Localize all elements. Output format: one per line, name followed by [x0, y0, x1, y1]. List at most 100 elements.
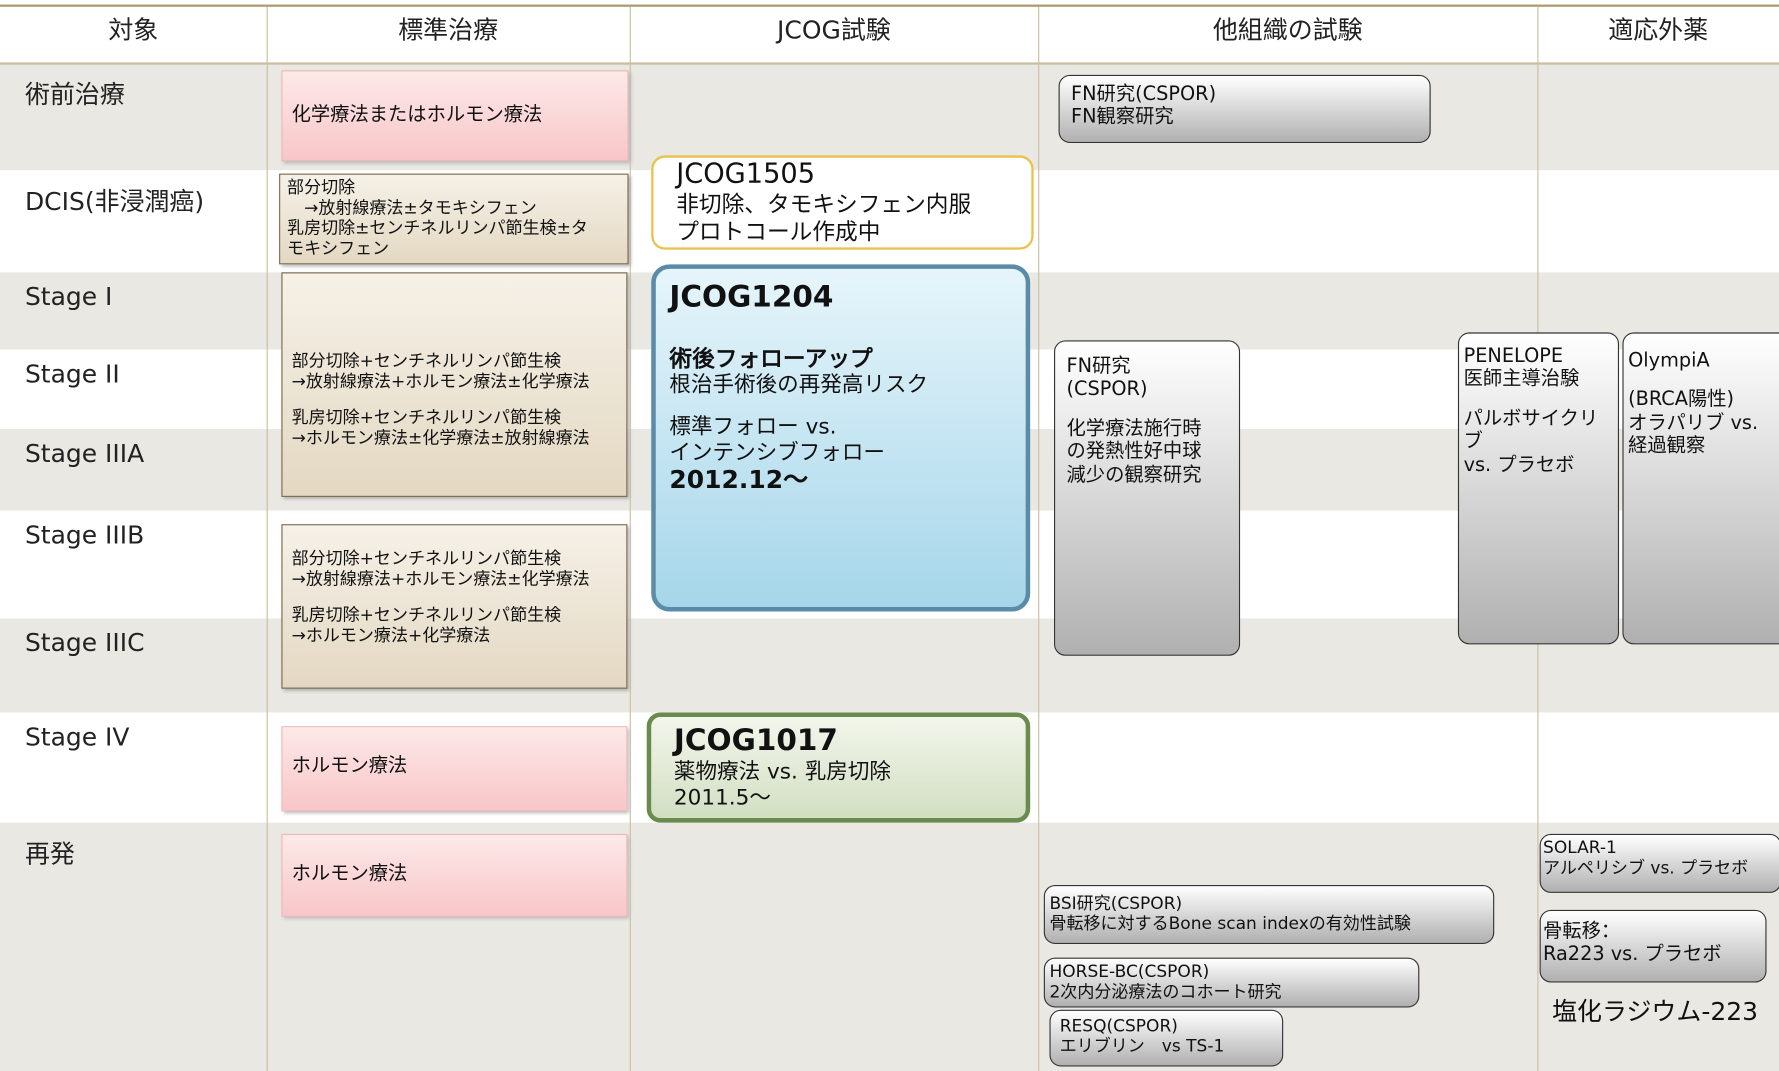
text-line: (CSPOR): [1066, 378, 1148, 401]
row-label: 術前治療: [24, 81, 125, 111]
paragraph: パルボサイクリブ vs. プラセボ: [1464, 407, 1614, 476]
trial-box: JCOG1204 術後フォローアップ 根治手術後の再発高リスク 標準フォロー vs. イ…: [651, 264, 1031, 612]
paragraph: PENELOPE 医師主導治験: [1464, 345, 1614, 391]
paragraph: SOLAR-1 アルペリシブ vs. プラセボ: [1543, 837, 1776, 878]
row-label: Stage IIIB: [24, 521, 145, 551]
text-line: アルペリシブ vs. プラセボ: [1543, 857, 1749, 879]
column-rule: [266, 6, 268, 1071]
text-line: →放射線療法+ホルモン療法±化学療法: [291, 371, 590, 392]
paragraph: JCOG1505 非切除、タモキシフェン内服 プロトコール作成中: [676, 158, 1027, 245]
text-line: 2011.5〜: [673, 785, 771, 811]
text-line: →ホルモン療法+化学療法: [291, 625, 491, 646]
text-line: JCOG1017: [673, 723, 838, 758]
text-line: 根治手術後の再発高リスク: [669, 372, 929, 398]
column-rule: [1038, 6, 1040, 1071]
trial-box: RESQ(CSPOR) エリブリン vs TS-1: [1049, 1009, 1284, 1067]
paragraph: HORSE-BC(CSPOR) 2次内分泌療法のコホート研究: [1049, 961, 1413, 1002]
text-line: ホルモン療法: [291, 862, 408, 885]
text-line: 減少の観察研究: [1066, 463, 1202, 487]
column-header: JCOG試験: [777, 17, 891, 46]
row-label: 再発: [24, 840, 75, 870]
column-header: 他組織の試験: [1212, 17, 1363, 46]
column-rule: [629, 6, 631, 1071]
text-line: BSI研究(CSPOR): [1049, 892, 1183, 914]
text-line: 部分切除: [287, 176, 356, 198]
text-line: 部分切除+センチネルリンパ節生検: [291, 547, 562, 569]
text-line: 2次内分泌療法のコホート研究: [1049, 981, 1282, 1002]
trial-box: 部分切除+センチネルリンパ節生検 →放射線療法+ホルモン療法±化学療法乳房切除+セ…: [281, 524, 628, 689]
text-line: 化学療法またはホルモン療法: [291, 103, 543, 126]
paragraph: 乳房切除+センチネルリンパ節生検 →ホルモン療法+化学療法: [292, 605, 622, 646]
trial-box: JCOG1017 薬物療法 vs. 乳房切除 2011.5〜: [646, 712, 1031, 823]
text-line: SOLAR-1: [1543, 837, 1617, 858]
text-line: →放射線療法+ホルモン療法±化学療法: [291, 568, 590, 589]
trial-box: FN研究(CSPOR) FN観察研究: [1058, 74, 1431, 143]
text-line: 骨転移：: [1543, 920, 1621, 943]
paragraph: FN研究(CSPOR) FN観察研究: [1071, 83, 1425, 129]
text-line: OlympiA: [1628, 349, 1710, 373]
text-line: 乳房切除+センチネルリンパ節生検: [291, 407, 562, 428]
column-header: 適応外薬: [1608, 17, 1709, 46]
text-line: JCOG1505: [676, 157, 816, 190]
text-line: 術後フォローアップ: [669, 345, 873, 373]
text-line: →ホルモン療法±化学療法±放射線療法: [291, 427, 590, 449]
row-label: Stage IIIC: [24, 629, 145, 659]
text-line: (BRCA陽性): [1628, 388, 1735, 412]
trial-box: SOLAR-1 アルペリシブ vs. プラセボ: [1539, 833, 1779, 893]
row-label: DCIS(非浸潤癌): [24, 188, 205, 217]
trial-box: OlympiA (BRCA陽性) オラパリブ vs. 経過観察: [1622, 332, 1779, 645]
column-header: 標準治療: [398, 17, 499, 46]
paragraph: ホルモン療法: [292, 754, 622, 777]
paragraph: ホルモン療法: [292, 862, 622, 885]
paragraph: (BRCA陽性) オラパリブ vs. 経過観察: [1628, 388, 1779, 457]
row-label: Stage II: [24, 360, 120, 390]
column-header: 対象: [108, 17, 159, 46]
text-line: モキシフェン: [287, 238, 390, 259]
text-line: PENELOPE: [1463, 344, 1564, 368]
text-line: 非切除、タモキシフェン内服: [676, 190, 972, 218]
text-line: 経過観察: [1628, 434, 1706, 458]
text-line: の発熱性好中球: [1066, 440, 1202, 464]
trial-box: PENELOPE 医師主導治験パルボサイクリブ vs. プラセボ: [1457, 332, 1620, 645]
text-line: 乳房切除±センチネルリンパ節生検±タ: [287, 217, 588, 239]
trial-box: ホルモン療法: [281, 726, 628, 812]
paragraph: 部分切除+センチネルリンパ節生検 →放射線療法+ホルモン療法±化学療法: [292, 351, 622, 392]
trial-box: 化学療法またはホルモン療法: [281, 70, 629, 162]
text-line: HORSE-BC(CSPOR): [1049, 960, 1210, 982]
text-line: 部分切除+センチネルリンパ節生検: [291, 350, 562, 372]
paragraph: JCOG1017 薬物療法 vs. 乳房切除 2011.5〜: [674, 724, 1021, 811]
paragraph: 術後フォローアップ 根治手術後の再発高リスク: [669, 345, 1021, 398]
text-line: ブ: [1463, 430, 1483, 453]
trial-box: 部分切除 →放射線療法±タモキシフェン 乳房切除±センチネルリンパ節生検±タ モキシ…: [279, 173, 629, 265]
trial-box: FN研究 (CSPOR) 化学療法施行時 の発熱性好中球 減少の観察研究: [1054, 340, 1241, 656]
text-line: インテンシブフォロー: [669, 439, 885, 465]
trial-box: HORSE-BC(CSPOR) 2次内分泌療法のコホート研究: [1043, 957, 1420, 1008]
text-line: オラパリブ vs.: [1628, 411, 1759, 435]
text-line: プロトコール作成中: [676, 217, 881, 245]
paragraph: JCOG1204: [669, 280, 1021, 315]
paragraph: 化学療法またはホルモン療法: [292, 103, 623, 126]
text-line: FN研究: [1066, 355, 1131, 378]
paragraph: 骨転移： Ra223 vs. プラセボ: [1543, 920, 1761, 966]
paragraph: 部分切除 →放射線療法±タモキシフェン 乳房切除±センチネルリンパ節生検±タ モキシ…: [287, 177, 623, 259]
paragraph: 標準フォロー vs. インテンシブフォロー 2012.12〜: [669, 414, 1021, 496]
trial-box: JCOG1505 非切除、タモキシフェン内服 プロトコール作成中: [651, 155, 1034, 250]
text-line: vs. プラセボ: [1463, 453, 1575, 477]
trial-box: 部分切除+センチネルリンパ節生検 →放射線療法+ホルモン療法±化学療法 乳房切除+セ…: [281, 272, 628, 497]
row-label: Stage IIIA: [24, 440, 145, 469]
text-line: 化学療法施行時: [1066, 417, 1202, 440]
top-rule: [0, 4, 1779, 7]
paragraph: OlympiA: [1628, 349, 1779, 372]
paragraph: 化学療法施行時 の発熱性好中球 減少の観察研究: [1066, 417, 1234, 486]
text-line: 医師主導治験: [1463, 368, 1580, 391]
text-line: 標準フォロー vs.: [669, 414, 837, 440]
paragraph: RESQ(CSPOR) エリブリン vs TS-1: [1060, 1015, 1278, 1056]
text-line: エリブリン vs TS-1: [1059, 1035, 1225, 1057]
row-label: Stage I: [24, 283, 113, 313]
text-line: FN観察研究: [1071, 105, 1174, 129]
header-rule: [0, 62, 1779, 65]
text-line: 薬物療法 vs. 乳房切除: [673, 759, 891, 785]
trial-box: BSI研究(CSPOR) 骨転移に対するBone scan indexの有効性試験: [1043, 884, 1495, 944]
text-line: Ra223 vs. プラセボ: [1543, 943, 1722, 966]
text-line: 2012.12〜: [669, 465, 809, 495]
